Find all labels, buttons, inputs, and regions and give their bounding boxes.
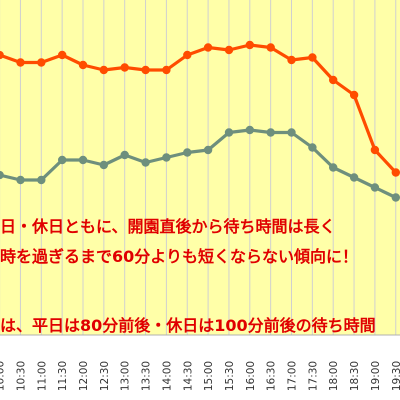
x-tick-label-1200: 12:00 bbox=[78, 361, 90, 391]
series-2-point-1630 bbox=[266, 128, 275, 137]
series-2-point-1000 bbox=[0, 170, 4, 180]
series-1-point-1230 bbox=[99, 65, 109, 75]
series-2-point-1730 bbox=[308, 143, 317, 152]
x-tick-label-1600: 16:00 bbox=[245, 361, 257, 391]
x-tick-label-1230: 12:30 bbox=[99, 361, 111, 391]
series-1-point-1400 bbox=[162, 65, 171, 75]
annotation-line-2: 時を過ぎるまで60分よりも短くならない傾向に！ bbox=[0, 247, 358, 266]
series-1-point-1700 bbox=[287, 55, 296, 65]
x-tick-label-1330: 13:30 bbox=[141, 361, 153, 391]
x-axis-tick-labels: 10:00 10:30 11:00 11:30 12:00 12:30 13:00 13:30… bbox=[0, 361, 400, 391]
series-1-point-1830 bbox=[349, 90, 359, 100]
series-1-point-1430 bbox=[183, 50, 192, 60]
series-1-point-1000 bbox=[0, 50, 4, 60]
series-1-point-1930 bbox=[391, 168, 400, 177]
x-tick-label-1130: 11:30 bbox=[57, 361, 69, 391]
series-1-point-1530 bbox=[224, 45, 234, 55]
series-2-point-1930 bbox=[391, 193, 400, 202]
x-tick-label-1100: 11:00 bbox=[36, 361, 48, 391]
series-1-point-1330 bbox=[141, 65, 150, 75]
x-tick-label-1930: 19:30 bbox=[391, 361, 400, 391]
series-1-point-1800 bbox=[329, 75, 338, 85]
annotation-line-3: は、平日は80分前後・休日は100分前後の待ち時間 bbox=[0, 316, 376, 335]
series-2-point-1900 bbox=[370, 183, 380, 192]
series-2-point-1500 bbox=[203, 145, 213, 155]
series-1-point-1500 bbox=[203, 43, 213, 52]
annotation-text: 日・休日ともに、開園直後から待ち時間は長く 時を過ぎるまで60分よりも短くならな… bbox=[0, 217, 376, 335]
series-1-point-1300 bbox=[120, 63, 129, 72]
x-tick-label-1800: 18:00 bbox=[328, 361, 340, 391]
x-tick-label-1400: 14:00 bbox=[161, 361, 173, 391]
series-2-point-1230 bbox=[99, 160, 109, 170]
series-2-point-1300 bbox=[120, 150, 129, 160]
x-tick-label-1000: 10:00 bbox=[0, 361, 7, 391]
series-2-point-1100 bbox=[37, 175, 46, 185]
series-2-point-1400 bbox=[162, 153, 171, 162]
series-1-point-1600 bbox=[245, 40, 254, 50]
series-2-point-1130 bbox=[58, 155, 67, 165]
series-2-point-1200 bbox=[78, 155, 88, 165]
series-2-point-1830 bbox=[349, 173, 359, 182]
series-2-point-1430 bbox=[183, 148, 192, 157]
series-1-point-1630 bbox=[266, 43, 275, 52]
x-tick-label-1630: 16:30 bbox=[266, 361, 278, 391]
x-tick-label-1830: 18:30 bbox=[349, 361, 361, 391]
series-2-point-1700 bbox=[287, 128, 296, 137]
x-tick-label-1900: 19:00 bbox=[370, 361, 382, 391]
x-tick-label-1700: 17:00 bbox=[287, 361, 299, 391]
series-2-point-1030 bbox=[16, 175, 25, 185]
x-tick-label-1030: 10:30 bbox=[15, 361, 27, 391]
series-1-point-1730 bbox=[308, 53, 317, 62]
series-1-point-1100 bbox=[37, 58, 46, 67]
annotation-line-1: 日・休日ともに、開園直後から待ち時間は長く bbox=[0, 217, 336, 236]
series-2-point-1530 bbox=[224, 128, 234, 137]
series-2-point-1330 bbox=[141, 158, 150, 167]
x-tick-label-1500: 15:00 bbox=[203, 361, 215, 391]
series-2-point-1600 bbox=[245, 125, 254, 135]
series-1-point-1900 bbox=[370, 145, 380, 155]
series-lines bbox=[0, 40, 400, 202]
x-tick-label-1530: 15:30 bbox=[224, 361, 236, 391]
x-tick-label-1730: 17:30 bbox=[307, 361, 319, 391]
x-tick-label-1300: 13:00 bbox=[120, 361, 132, 391]
series-2-point-1800 bbox=[329, 163, 338, 172]
series-1-point-1130 bbox=[58, 50, 67, 60]
x-tick-label-1430: 14:30 bbox=[182, 361, 194, 391]
series-1-point-1030 bbox=[16, 58, 25, 67]
series-1-point-1200 bbox=[78, 60, 88, 70]
